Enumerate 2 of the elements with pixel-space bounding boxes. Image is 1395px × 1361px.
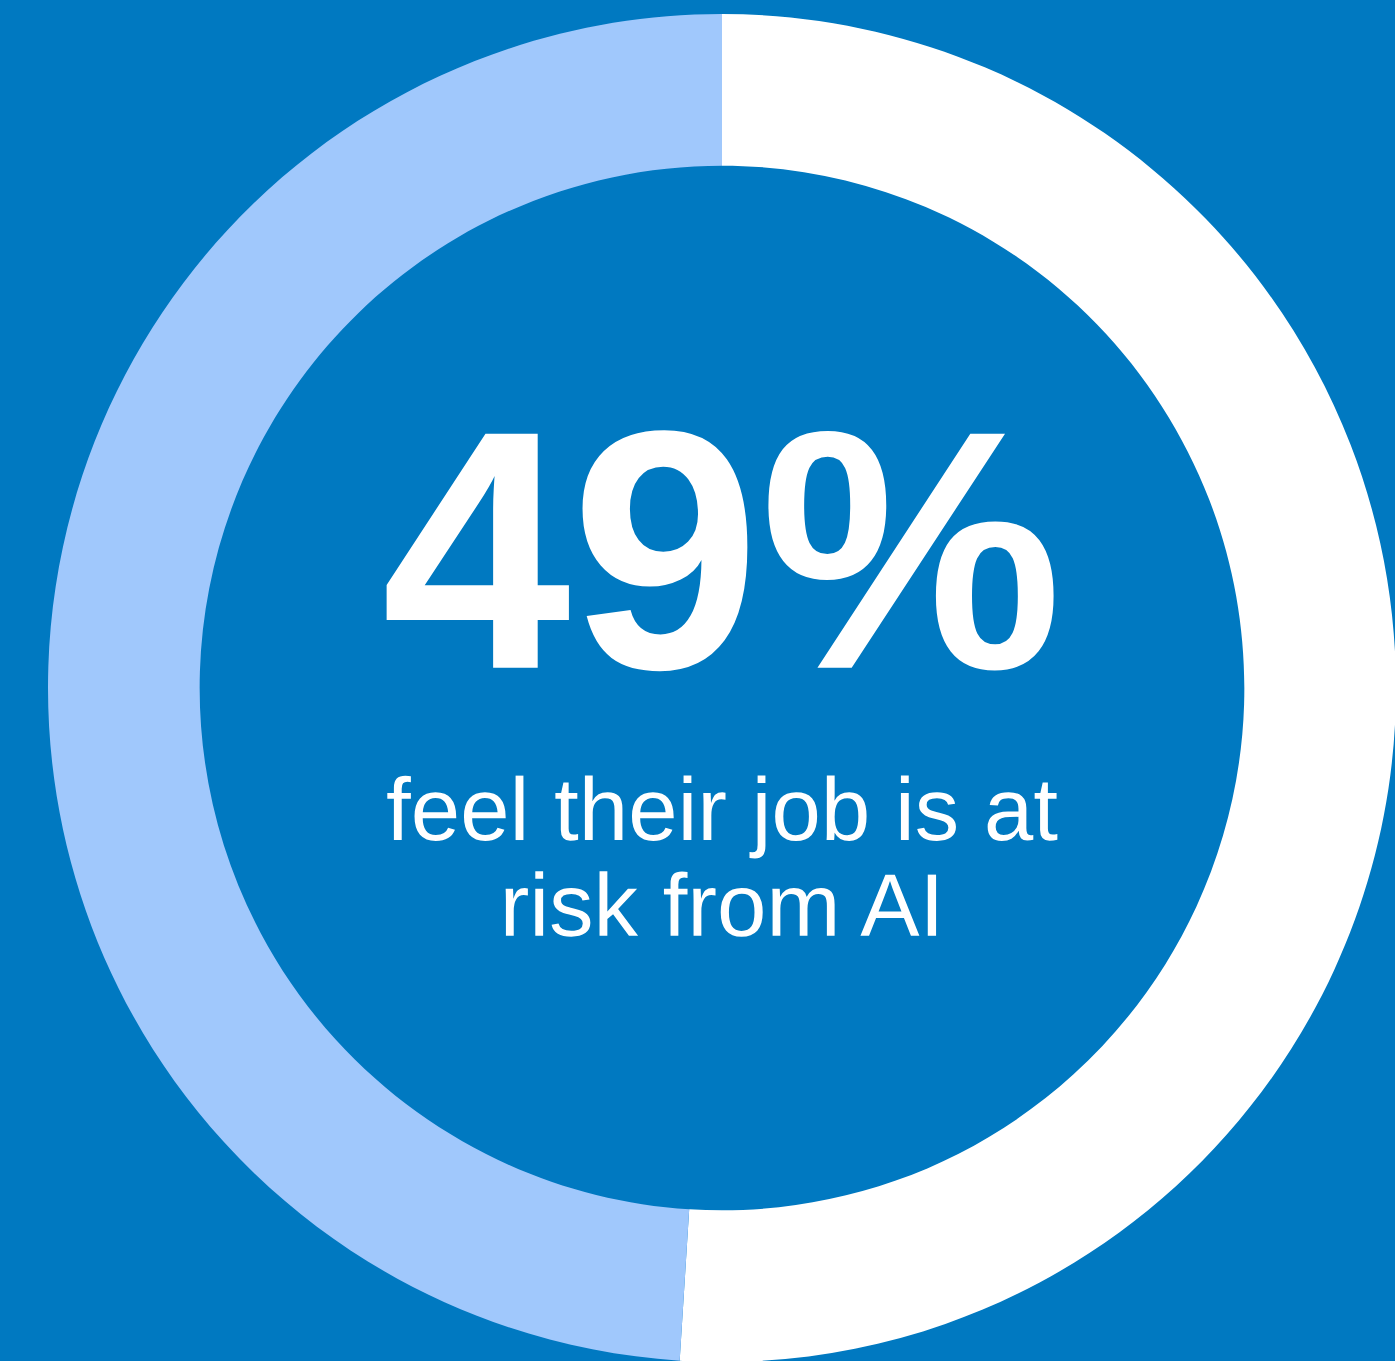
text: feel their job is at risk from AI xyxy=(387,775,1058,937)
text: 49% xyxy=(386,430,1054,672)
